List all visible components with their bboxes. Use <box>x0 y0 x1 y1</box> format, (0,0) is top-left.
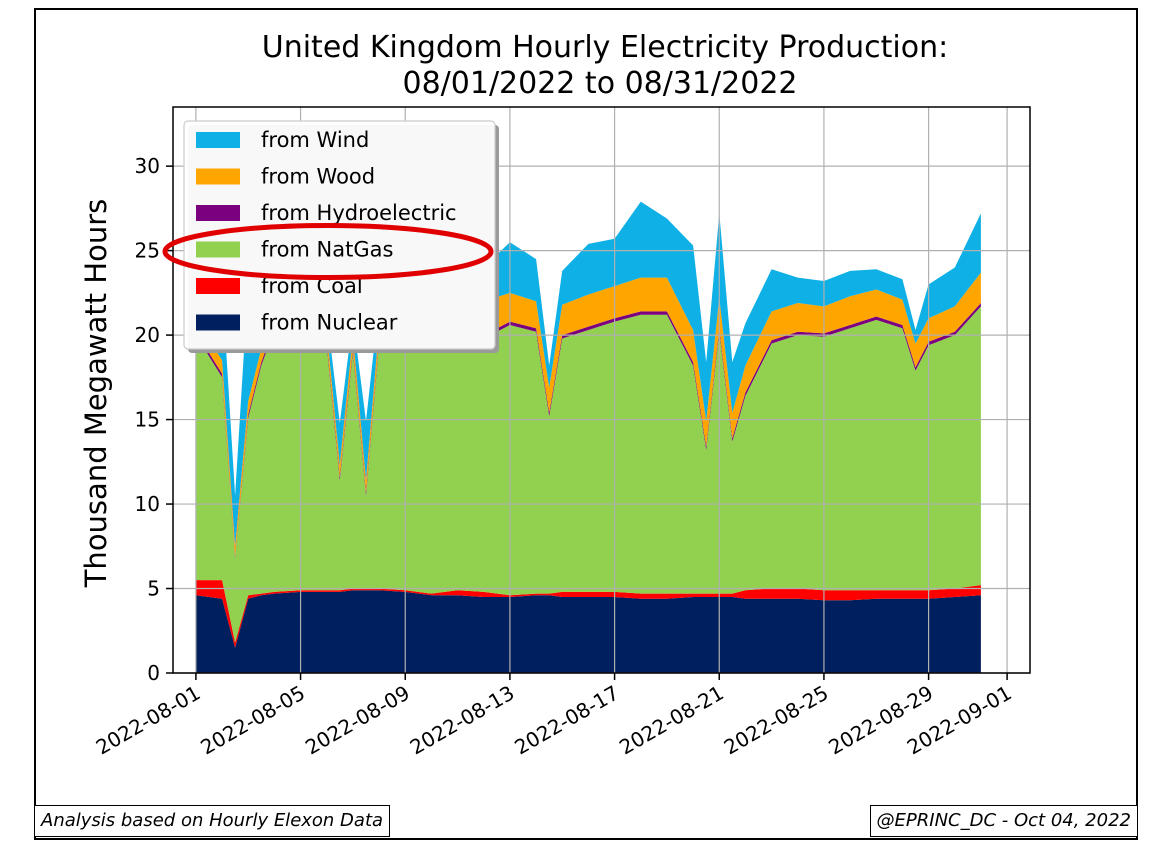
data-source-note: Analysis based on Hourly Elexon Data <box>34 805 391 837</box>
x-tick-label: 2022-08-25 <box>720 681 833 760</box>
legend-swatch-nuclear <box>196 314 240 331</box>
plot-area-border <box>172 106 1031 674</box>
gridlines <box>173 107 1030 674</box>
y-tick-label: 10 <box>135 492 160 516</box>
y-axis-ticks: 0 5 10 15 20 25 30 <box>135 154 173 685</box>
legend-swatch-wind <box>196 132 240 148</box>
x-tick-label: 2022-08-21 <box>615 681 728 760</box>
area-wind <box>195 201 981 547</box>
y-tick-label: 25 <box>135 239 160 263</box>
y-tick-label: 20 <box>135 323 160 347</box>
attribution-note: @EPRINC_DC - Oct 04, 2022 <box>869 805 1138 837</box>
x-tick-label: 2022-08-13 <box>406 681 519 760</box>
legend-label-natgas: from NatGas <box>261 238 393 262</box>
legend-swatch-wood <box>196 168 240 185</box>
legend-swatch-natgas <box>196 241 240 258</box>
y-tick-label: 30 <box>135 154 160 178</box>
legend-box <box>183 120 496 350</box>
chart-title-line-1: United Kingdom Hourly Electricity Produc… <box>262 30 948 65</box>
x-tick-label: 2022-08-05 <box>196 681 309 760</box>
y-tick-label: 5 <box>147 577 160 601</box>
x-tick-label: 2022-08-01 <box>92 681 205 760</box>
x-tick-label: 2022-08-17 <box>510 681 623 760</box>
chart-title-line-2: 08/01/2022 to 08/31/2022 <box>402 66 797 101</box>
legend-swatch-coal <box>196 278 240 294</box>
legend-label-wood: from Wood <box>261 165 375 189</box>
legend-label-wind: from Wind <box>261 128 369 152</box>
x-axis-ticks: 2022-08-012022-08-052022-08-092022-08-13… <box>92 673 1016 759</box>
area-coal <box>195 580 981 648</box>
x-tick-label: 2022-08-09 <box>301 681 414 760</box>
legend-swatch-hydroelectric <box>196 205 240 221</box>
legend-label-hydroelectric: from Hydroelectric <box>261 201 457 225</box>
area-natgas <box>195 306 981 643</box>
y-tick-label: 0 <box>147 661 160 685</box>
legend-label-nuclear: from Nuclear <box>261 311 398 335</box>
y-axis-label: Thousand Megawatt Hours <box>79 199 113 589</box>
stacked-areas <box>195 201 981 673</box>
y-tick-label: 15 <box>135 408 160 432</box>
natgas-highlight-ellipse <box>162 223 494 280</box>
area-wood <box>195 272 981 557</box>
area-nuclear <box>195 590 981 673</box>
